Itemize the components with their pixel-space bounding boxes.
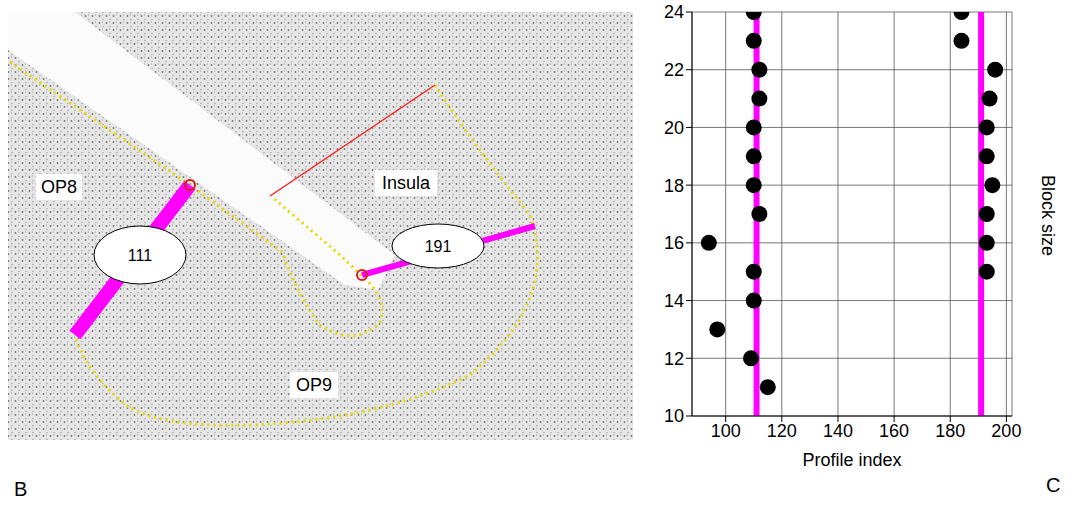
svg-text:12: 12 [664,349,684,369]
svg-text:140: 140 [823,421,853,441]
svg-text:120: 120 [767,421,797,441]
svg-text:10: 10 [664,406,684,426]
svg-text:OP9: OP9 [296,375,332,395]
svg-text:100: 100 [711,421,741,441]
svg-text:180: 180 [935,421,965,441]
svg-text:14: 14 [664,291,684,311]
svg-text:Profile index: Profile index [802,450,901,470]
svg-text:24: 24 [664,2,684,22]
svg-text:OP8: OP8 [41,177,77,197]
svg-text:160: 160 [879,421,909,441]
svg-text:18: 18 [664,176,684,196]
svg-text:16: 16 [664,233,684,253]
html-text:Block size: Block size [1037,175,1058,257]
svg-text:191: 191 [425,238,452,255]
svg-text:22: 22 [664,60,684,80]
svg-text:111: 111 [128,247,152,264]
svg-text:B: B [14,478,27,500]
svg-text:20: 20 [664,118,684,138]
svg-text:Insula: Insula [382,173,431,193]
html-text:C: C [1046,474,1061,496]
svg-text:200: 200 [991,421,1021,441]
